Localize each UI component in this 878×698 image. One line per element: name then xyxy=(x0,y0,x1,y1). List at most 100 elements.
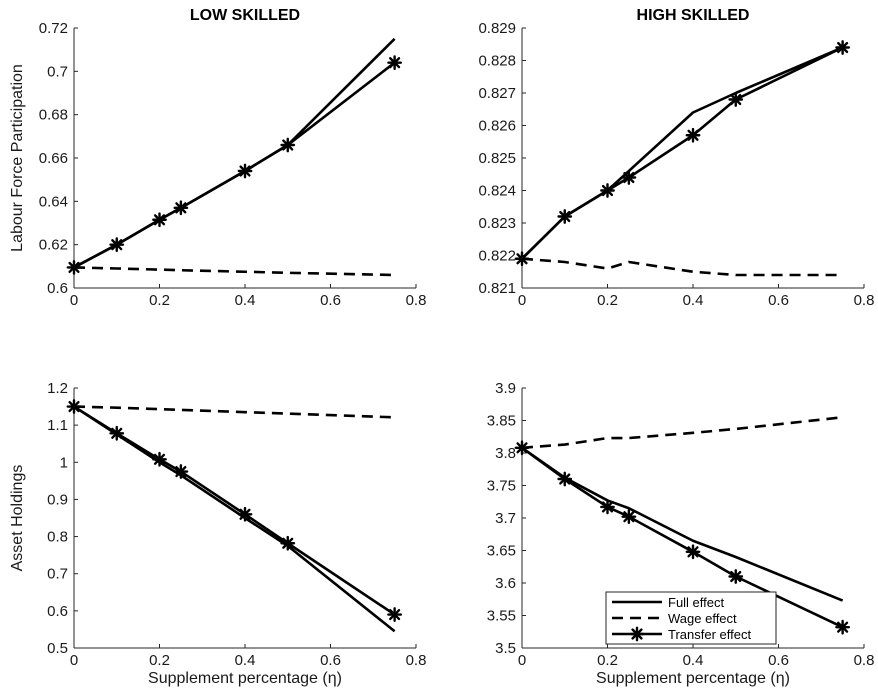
x-tick-label: 0.8 xyxy=(854,652,875,669)
legend-label: Full effect xyxy=(668,595,725,610)
y-tick-label: 3.75 xyxy=(487,478,516,495)
x-tick-label: 0.4 xyxy=(683,292,704,309)
x-tick-label: 0 xyxy=(70,652,78,669)
y-axis-label: Labour Force Participation xyxy=(9,64,26,252)
series-line-wage-effect xyxy=(521,257,843,277)
data-point-marker xyxy=(621,170,637,185)
x-tick-label: 0.4 xyxy=(235,292,256,309)
x-tick-label: 0.8 xyxy=(854,292,875,309)
x-tick-label: 0.6 xyxy=(320,292,341,309)
data-point-marker xyxy=(280,535,296,551)
data-point-marker xyxy=(621,509,637,525)
y-tick-label: 0.5 xyxy=(47,640,68,657)
x-tick-label: 0.2 xyxy=(149,652,170,669)
legend-label: Wage effect xyxy=(668,611,737,626)
y-tick-label: 0.829 xyxy=(478,20,516,37)
y-tick-label: 0.826 xyxy=(478,118,516,135)
y-tick-label: 0.7 xyxy=(47,566,68,583)
series-line-wage-effect xyxy=(521,415,843,450)
x-axis-label: Supplement percentage (η) xyxy=(148,670,342,687)
y-tick-label: 3.6 xyxy=(495,575,516,592)
y-tick-label: 3.9 xyxy=(495,380,516,397)
data-point-marker xyxy=(387,607,403,622)
y-tick-label: 3.5 xyxy=(495,640,516,657)
x-tick-label: 0.4 xyxy=(683,652,704,669)
data-point-marker xyxy=(728,92,744,107)
chart-panel-1: 0 0.2 0.4 0.6 0.8 0.6 0.62 0.64 0.66 0.68 0.7 0.72 L… xyxy=(9,7,426,309)
y-tick-label: 3.85 xyxy=(487,413,516,430)
data-point-marker xyxy=(173,200,189,216)
data-point-marker xyxy=(66,399,82,414)
y-tick-label: 3.65 xyxy=(487,543,516,560)
x-tick-label: 0.4 xyxy=(235,652,256,669)
series-line-full-effect xyxy=(521,46,844,260)
y-tick-label: 0.827 xyxy=(478,85,516,102)
data-point-marker xyxy=(685,544,701,560)
x-tick-label: 0.8 xyxy=(406,652,427,669)
x-axis-label: Supplement percentage (η) xyxy=(596,670,790,687)
data-point-marker xyxy=(557,209,573,224)
y-tick-label: 3.7 xyxy=(495,510,516,527)
data-point-marker xyxy=(152,212,167,228)
series-line-transfer-effect xyxy=(521,46,844,260)
y-tick-label: 0.823 xyxy=(478,215,516,232)
y-tick-label: 0.824 xyxy=(478,183,516,200)
series-line-full-effect xyxy=(73,405,396,633)
data-point-marker xyxy=(237,506,253,522)
data-point-marker xyxy=(685,127,701,143)
panel-title: LOW SKILLED xyxy=(190,7,300,24)
data-point-marker xyxy=(66,260,82,275)
y-tick-label: 0.828 xyxy=(478,53,516,70)
y-tick-label: 0.64 xyxy=(39,193,68,210)
data-point-marker xyxy=(109,237,125,253)
y-axis-label: Asset Holdings xyxy=(9,465,26,572)
chart-panel-3: 0 0.2 0.4 0.6 0.8 0.5 0.6 0.7 0.8 0.9 1 1.1 1.2 Suppl… xyxy=(9,380,426,687)
x-tick-label: 0.6 xyxy=(768,652,789,669)
y-tick-label: 0.822 xyxy=(478,248,516,265)
y-tick-label: 1.2 xyxy=(47,380,68,397)
x-tick-label: 0.8 xyxy=(406,292,427,309)
x-tick-label: 0.2 xyxy=(597,652,618,669)
data-point-marker xyxy=(387,55,403,71)
y-tick-label: 3.8 xyxy=(495,445,516,462)
y-tick-label: 1.1 xyxy=(47,417,68,434)
data-point-marker xyxy=(600,183,615,198)
data-point-marker xyxy=(557,471,573,487)
y-tick-label: 0.72 xyxy=(39,20,68,37)
legend-label: Transfer effect xyxy=(668,627,751,642)
y-tick-label: 0.8 xyxy=(47,529,68,546)
x-tick-label: 0.2 xyxy=(597,292,618,309)
y-tick-label: 1 xyxy=(60,454,68,471)
y-tick-label: 0.62 xyxy=(39,237,68,254)
y-tick-label: 0.6 xyxy=(47,280,68,297)
data-point-marker xyxy=(728,569,744,584)
y-tick-label: 0.7 xyxy=(47,63,68,80)
y-tick-label: 0.66 xyxy=(39,150,68,167)
chart-panel-2: 0 0.2 0.4 0.6 0.8 0.821 0.822 0.823 0.824 0.825 0.… xyxy=(478,7,874,309)
series-line-transfer-effect xyxy=(73,61,396,269)
y-tick-label: 0.825 xyxy=(478,150,516,167)
data-point-marker xyxy=(237,163,253,179)
series-line-wage-effect xyxy=(73,405,395,419)
data-point-marker xyxy=(280,137,296,153)
y-tick-label: 0.68 xyxy=(39,107,68,124)
data-point-marker xyxy=(109,425,125,441)
data-point-marker xyxy=(514,440,530,456)
data-point-marker xyxy=(173,464,189,479)
legend-marker xyxy=(629,626,645,642)
y-tick-label: 0.821 xyxy=(478,280,516,297)
data-point-marker xyxy=(600,499,615,515)
panel-title: HIGH SKILLED xyxy=(637,7,750,24)
y-tick-label: 3.55 xyxy=(487,608,516,625)
y-tick-label: 0.9 xyxy=(47,491,68,508)
x-tick-label: 0.6 xyxy=(768,292,789,309)
data-point-marker xyxy=(835,619,851,635)
x-tick-label: 0.6 xyxy=(320,652,341,669)
chart-panel-4: 0 0.2 0.4 0.6 0.8 3.5 3.55 3.6 3.65 3.7 3.75 3.8 3.8… xyxy=(487,380,875,687)
data-point-marker xyxy=(835,40,851,55)
series-line-full-effect xyxy=(73,37,396,269)
y-tick-label: 0.6 xyxy=(47,603,68,620)
x-tick-label: 0 xyxy=(70,292,78,309)
